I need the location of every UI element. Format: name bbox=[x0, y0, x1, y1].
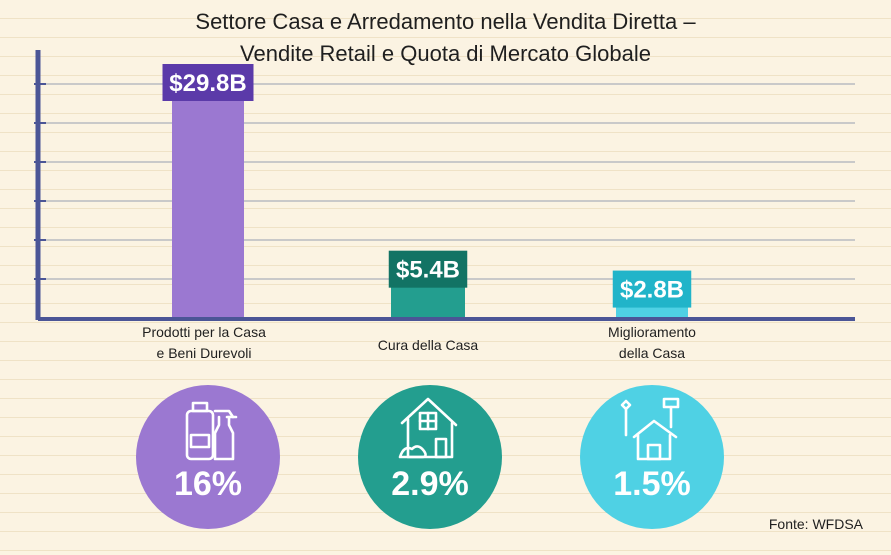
bar bbox=[172, 91, 244, 319]
category-label-home-products: Prodotti per la Casa e Beni Durevoli bbox=[142, 324, 266, 361]
market-share-circle-home-products: 16% bbox=[136, 385, 280, 529]
house-garden-icon bbox=[398, 397, 458, 459]
category-label-home-improvement: Miglioramento della Casa bbox=[608, 324, 696, 361]
chart-title-line-1: Settore Casa e Arredamento nella Vendita… bbox=[195, 9, 696, 34]
source-note: Fonte: WFDSA bbox=[768, 516, 863, 532]
data-label-box bbox=[162, 64, 254, 101]
market-share-value: 2.9% bbox=[391, 465, 469, 503]
category-label-home-care: Cura della Casa bbox=[377, 337, 479, 353]
chart-title-line-2: Vendite Retail e Quota di Mercato Global… bbox=[240, 41, 651, 66]
house-tools-icon bbox=[620, 397, 680, 461]
household-cleaning-products-icon bbox=[185, 401, 238, 461]
data-label: $29.8B bbox=[169, 70, 246, 97]
bar-chart: $29.8B $5.4B $2.8B bbox=[34, 50, 855, 321]
data-label-box bbox=[612, 270, 692, 308]
data-label: $5.4B bbox=[396, 257, 460, 284]
market-share-circle-home-improvement: 1.5% bbox=[580, 385, 724, 529]
data-label-box bbox=[388, 250, 468, 288]
data-label: $2.8B bbox=[620, 277, 684, 304]
market-share-circle-home-care: 2.9% bbox=[358, 385, 502, 529]
market-share-value: 1.5% bbox=[613, 465, 691, 503]
market-share-value: 16% bbox=[173, 465, 243, 503]
